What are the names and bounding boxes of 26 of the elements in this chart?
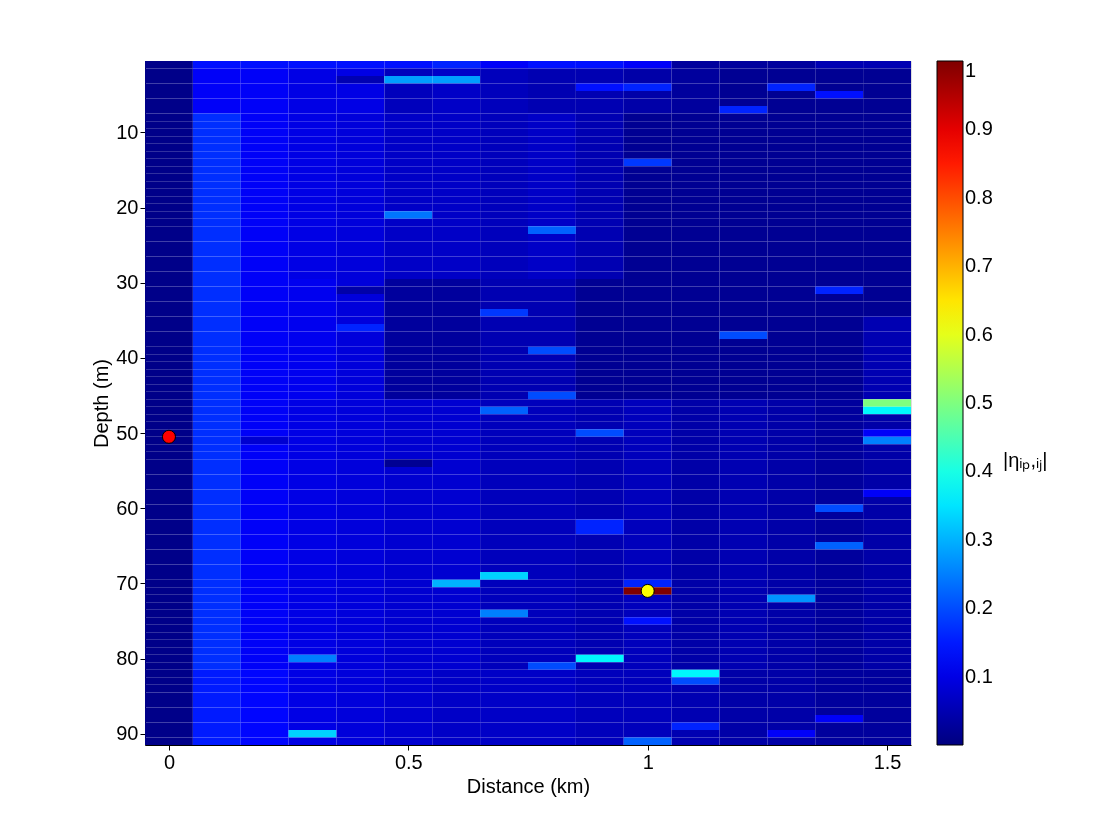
y-tick-label: 30 bbox=[116, 271, 139, 294]
color-bar-label: 0.5 bbox=[965, 391, 993, 413]
color-bar-label: 0.6 bbox=[965, 322, 993, 345]
color-bar-label: 0.2 bbox=[965, 596, 993, 619]
color-bar-label: 0.4 bbox=[965, 459, 993, 482]
x-tick-label: 0 bbox=[163, 750, 175, 773]
y-tick-label: 90 bbox=[116, 722, 139, 745]
y-tick-label: 20 bbox=[116, 196, 139, 219]
x-tick-label: 1.5 bbox=[873, 750, 902, 773]
x-tick-label: 1 bbox=[642, 750, 654, 773]
x-axis-title: Distance (km) bbox=[466, 774, 591, 797]
color-bar-label: 0.1 bbox=[965, 664, 993, 687]
color-bar-label: 0.8 bbox=[965, 185, 993, 208]
y-tick-label: 70 bbox=[116, 571, 139, 594]
y-tick-label: 40 bbox=[116, 346, 139, 369]
color-bar-label: 0.9 bbox=[965, 117, 993, 140]
color-bar-title: |ηᵢₚ,ᵢⱼ| bbox=[1003, 449, 1048, 473]
y-tick-label: 60 bbox=[116, 496, 139, 519]
y-tick-label: 50 bbox=[116, 421, 139, 444]
color-bar-label: 0.3 bbox=[965, 527, 993, 550]
y-tick-label: 80 bbox=[116, 647, 139, 670]
color-bar-label: 0.7 bbox=[965, 254, 993, 277]
color-bar-label: 1 bbox=[965, 59, 977, 81]
x-tick-label: 0.5 bbox=[394, 750, 423, 773]
y-axis-title: Depth (m) bbox=[90, 359, 113, 448]
y-tick-label: 10 bbox=[116, 120, 139, 143]
